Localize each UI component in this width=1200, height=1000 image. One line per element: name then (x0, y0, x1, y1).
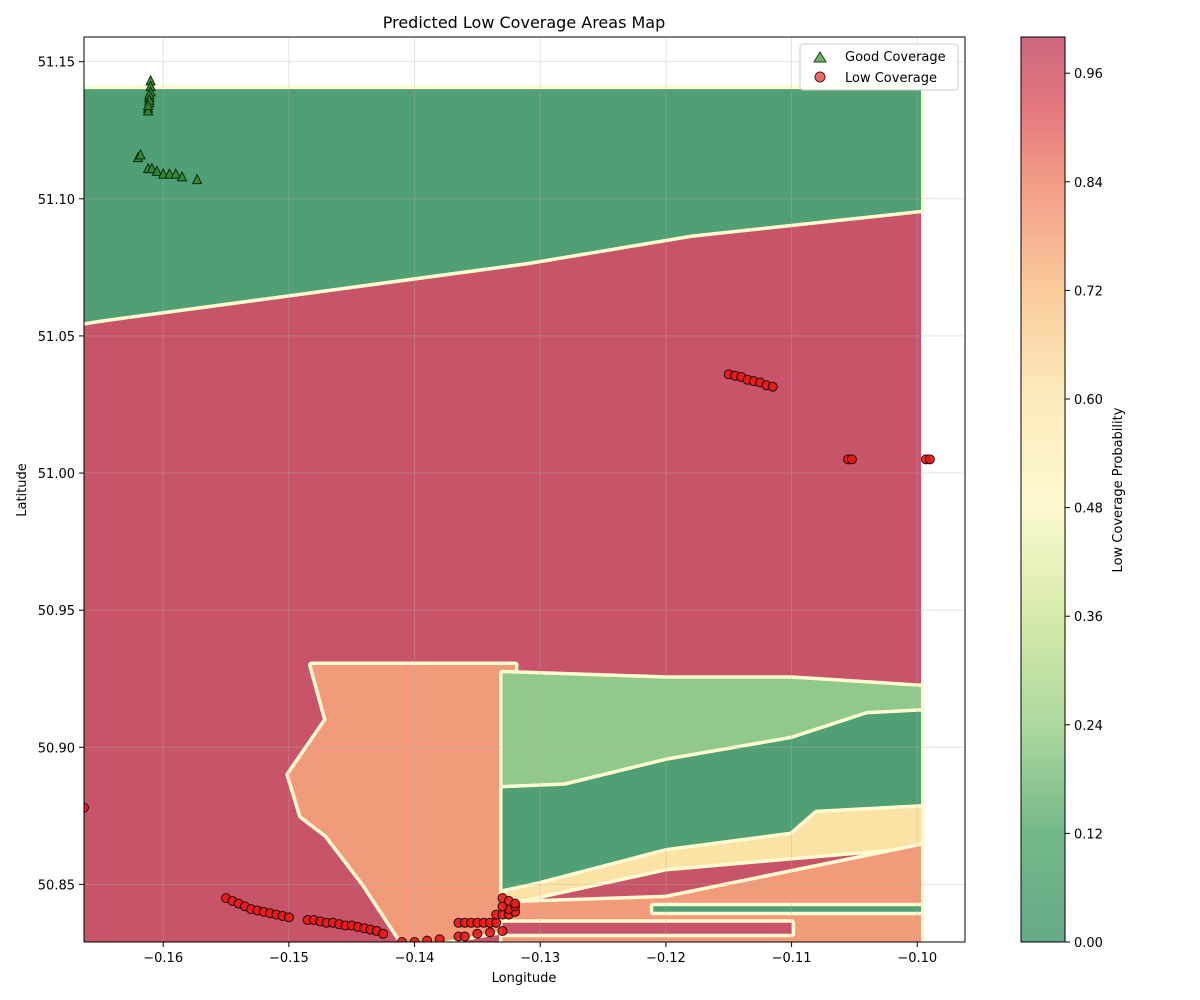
good-coverage-point (151, 165, 163, 176)
low-coverage-point (846, 454, 857, 465)
x-tick-label: −0.13 (520, 951, 560, 966)
legend-low-marker (814, 71, 826, 83)
legend-box (799, 43, 959, 91)
x-tick-label: −0.11 (772, 951, 812, 966)
low-coverage-point (396, 937, 407, 942)
contour-layer (84, 85, 925, 942)
legend-low-label: Low Coverage (845, 71, 937, 86)
y-tick-label: 51.05 (38, 330, 75, 345)
contour-region-east-salmon-strip (502, 846, 921, 942)
contour-region-south-salmon (288, 665, 516, 942)
colorbar-tick-label: 0.72 (1074, 284, 1103, 299)
x-tick-label: −0.15 (269, 951, 309, 966)
low-coverage-point (409, 937, 420, 942)
grid-lines (84, 37, 965, 942)
legend-good-label: Good Coverage (845, 50, 946, 65)
colorbar: 0.00 0.12 0.24 0.36 0.48 0.60 0.72 0.84 0.96 Low… (1020, 36, 1126, 951)
low-coverage-point (510, 898, 521, 909)
plot-frame (83, 36, 966, 943)
y-tick-label: 51.00 (38, 467, 75, 482)
colorbar-label: Low Coverage Probability (1111, 407, 1126, 572)
legend-good-marker (813, 51, 827, 63)
x-tick-label: −0.14 (395, 951, 435, 966)
colorbar-tick-label: 0.84 (1074, 176, 1103, 191)
colorbar-tick-label: 0.96 (1074, 67, 1103, 82)
y-tick-label: 51.15 (38, 56, 75, 71)
colorbar-tick-label: 0.24 (1074, 719, 1103, 734)
colorbar-tick-label: 0.36 (1074, 610, 1103, 625)
y-tick-label: 50.90 (38, 741, 75, 756)
chart-title: Predicted Low Coverage Areas Map (383, 13, 666, 32)
good-coverage-point (142, 99, 154, 111)
colorbar-tick-label: 0.00 (1074, 936, 1103, 951)
good-coverage-point (157, 168, 169, 179)
colorbar-tick-label: 0.60 (1074, 393, 1103, 408)
x-axis-label: Longitude (492, 971, 557, 986)
good-coverage-point (164, 168, 175, 179)
contour-region-east-red-band (502, 922, 792, 934)
colorbar-ticks: 0.00 0.12 0.24 0.36 0.48 0.60 0.72 0.84 0.96 (1065, 67, 1103, 951)
colorbar-tick-label: 0.48 (1074, 502, 1103, 517)
colorbar-tick-label: 0.12 (1074, 827, 1103, 842)
scatter-points (84, 74, 935, 942)
good-coverage-point (170, 168, 182, 179)
plot-area: −0.16 −0.15 −0.14 −0.13 −0.12 −0.11 −0.10 50.8… (38, 36, 966, 966)
low-coverage-point (283, 912, 294, 923)
low-coverage-point (434, 934, 445, 942)
x-tick-label: −0.10 (897, 951, 937, 966)
colorbar-frame (1020, 36, 1066, 943)
contour-region-east-green-line (653, 906, 921, 912)
low-coverage-point (491, 917, 502, 928)
low-coverage-point (767, 381, 778, 392)
low-coverage-point (472, 928, 483, 939)
x-tick-label: −0.16 (143, 951, 183, 966)
low-coverage-point (497, 926, 508, 937)
low-coverage-point (459, 931, 470, 942)
x-tick-label: −0.12 (646, 951, 686, 966)
y-axis-ticks: 50.85 50.90 50.95 51.00 51.05 51.10 51.15 (38, 56, 84, 893)
y-tick-label: 51.10 (38, 193, 75, 208)
good-coverage-point (176, 170, 188, 182)
y-axis-label: Latitude (15, 463, 30, 517)
x-axis-ticks: −0.16 −0.15 −0.14 −0.13 −0.12 −0.11 −0.10 (143, 942, 937, 966)
low-coverage-point (484, 927, 495, 938)
low-coverage-point (378, 928, 389, 939)
y-tick-label: 50.95 (38, 604, 75, 619)
good-coverage-point (146, 162, 158, 174)
legend: Good Coverage Low Coverage (799, 43, 959, 91)
contour-region-east-light-green (502, 673, 921, 789)
contour-region-north-green (84, 89, 921, 323)
contour-region-east-dark-green (502, 711, 921, 893)
low-coverage-point (924, 454, 935, 465)
contour-region-east-pale (502, 807, 921, 904)
low-coverage-point (84, 802, 89, 813)
y-tick-label: 50.85 (38, 878, 75, 893)
good-coverage-point (191, 173, 203, 185)
good-coverage-point (142, 104, 154, 116)
colorbar-gradient (1021, 37, 1065, 942)
good-coverage-point (135, 148, 146, 160)
low-coverage-point (422, 935, 433, 942)
